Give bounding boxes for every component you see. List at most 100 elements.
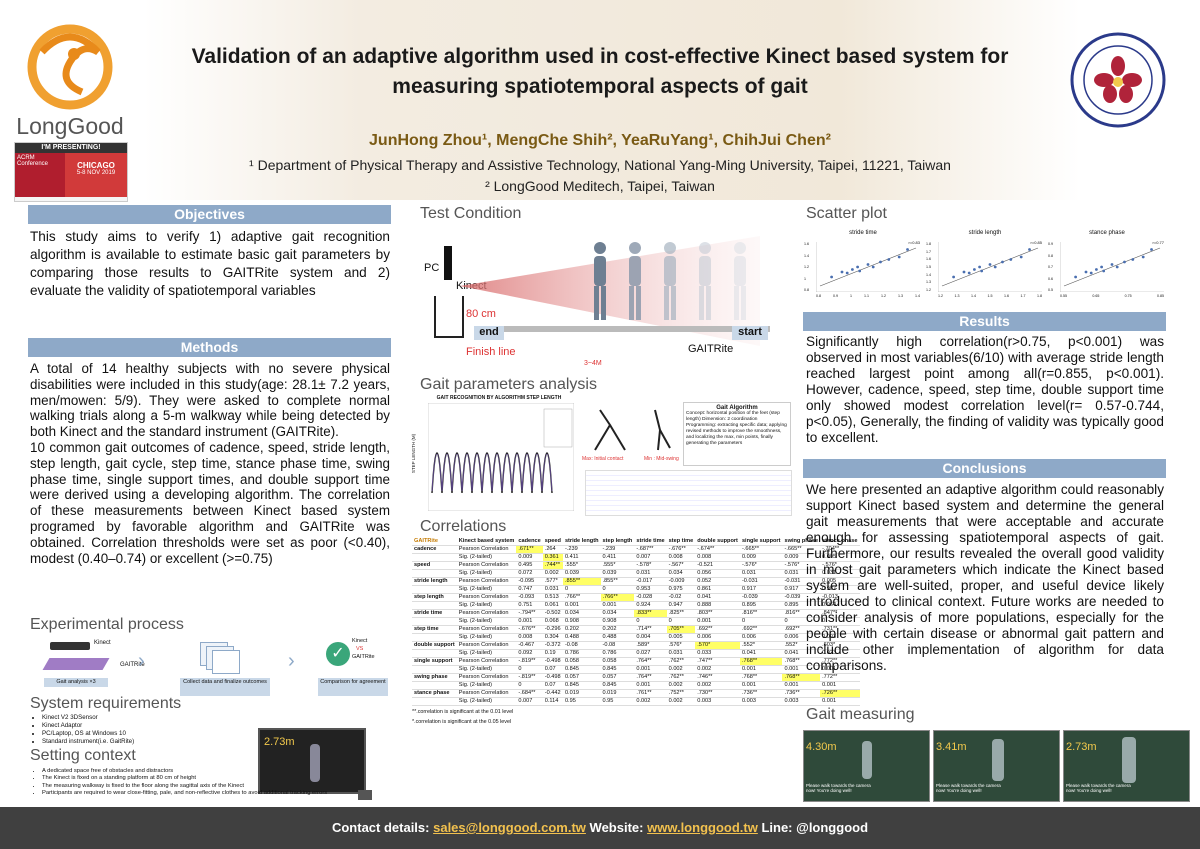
scatter-point (1110, 263, 1114, 266)
table-cell: 0.895 (739, 601, 783, 610)
scatter-point (1019, 255, 1023, 259)
table-note-2: *.correlation is significant at the 0.05… (412, 719, 512, 725)
table-cell: .761** (634, 689, 667, 698)
scatter-point (1089, 271, 1093, 275)
table-cell: 0.001 (739, 681, 783, 690)
table-cell: 0.513 (542, 593, 563, 602)
scatter-point (1028, 248, 1031, 251)
scatter-r: r=0.83 (908, 240, 920, 245)
table-cell: -0.498 (542, 657, 563, 666)
table-cell: .768** (782, 657, 821, 666)
table-cell: .768** (739, 673, 783, 682)
person-icon (310, 744, 320, 782)
table-cell: .705** (666, 625, 696, 634)
row-statistic: Pearson Correlation (456, 561, 517, 570)
scatter-yticks: 1.6 1.4 1.2 1 0.8 (804, 242, 809, 292)
scatter-point (830, 275, 833, 279)
kinect-label: Kinect (94, 640, 111, 646)
algorithm-box-text: Concept: horizontal position of the feet… (686, 411, 787, 446)
table-cell: 0.488 (562, 633, 601, 642)
table-cell: 0.007 (634, 553, 667, 562)
table-cell: -.567* (666, 561, 696, 570)
table-cell: 0.001 (634, 681, 667, 690)
table-cell: 0.041 (782, 649, 821, 658)
table-cell: 0.114 (542, 697, 563, 706)
test-condition-heading: Test Condition (420, 205, 522, 222)
compare-gaitrite-label: GAITRite (352, 654, 375, 660)
scatter-point (1074, 275, 1077, 279)
poster-header (0, 0, 1200, 200)
table-cell: .752** (666, 689, 696, 698)
table-cell: -0.372 (542, 641, 563, 650)
table-cell: 0.07 (542, 665, 563, 674)
row-variable (412, 665, 457, 674)
table-cell: -0.017 (634, 577, 667, 586)
trend-line (819, 247, 917, 287)
website-link[interactable]: www.longgood.tw (647, 820, 758, 835)
row-variable (412, 697, 457, 706)
table-cell: 0.001 (782, 681, 821, 690)
row-statistic: Pearson Correlation (456, 641, 517, 650)
scatter-point (1150, 248, 1153, 251)
university-seal (1068, 30, 1168, 130)
table-cell: .736** (782, 689, 821, 698)
email-link[interactable]: sales@longgood.com.tw (433, 820, 586, 835)
gaitrite-label: GAITRite (688, 343, 734, 355)
table-cell: -.665** (739, 545, 783, 554)
row-statistic: Pearson Correlation (456, 609, 517, 618)
table-cell: 0.202 (600, 625, 635, 634)
x-tick-label: 1.8 (1037, 294, 1042, 298)
table-cell: 0.061 (542, 601, 563, 610)
table-cell: 0.005 (820, 577, 860, 586)
table-cell: .764** (634, 657, 667, 666)
table-cell: 0.845 (562, 681, 601, 690)
x-tick-label: 0.65 (1092, 294, 1100, 298)
y-tick-label: 1.5 (926, 264, 931, 269)
stand-icon (434, 296, 464, 338)
scatter-point (856, 265, 859, 269)
table-row: swing phase Pearson Correlation -.819** -0.… (412, 673, 860, 682)
row-variable (412, 553, 457, 562)
scatter-point (851, 268, 854, 271)
person-icon (992, 739, 1004, 781)
system-list: Kinect V2 3DSensor Kinect Adaptor PC/Lap… (28, 714, 262, 746)
table-cell: 0.987 (820, 585, 860, 594)
table-cell: 0.845 (600, 665, 635, 674)
plot-ylabel: STEP LENGTH (M) (411, 433, 417, 474)
table-cell: -.819** (516, 673, 543, 682)
table-cell: 0.19 (542, 649, 563, 658)
table-cell: .825** (666, 609, 696, 618)
vs-label: VS (356, 646, 364, 652)
table-cell: .772** (820, 657, 860, 666)
gaitrite-mat-icon (42, 658, 110, 670)
x-tick-label: 0.9 (833, 294, 838, 298)
row-statistic: Sig. (2-tailed) (456, 649, 517, 658)
table-cell: 0 (739, 617, 783, 626)
table-cell: 0.361 (542, 553, 563, 562)
table-cell: 0.95 (562, 697, 601, 706)
table-cell: 0.068 (542, 617, 563, 626)
table-cell: 0.072 (516, 569, 543, 578)
table-cell: 0.002 (666, 697, 696, 706)
setting-list: A dedicated space free of obstacles and … (28, 768, 402, 798)
y-tick-label: 0.5 (1048, 288, 1053, 292)
scatter-panel: stride time r=0.83 0.8 0.9 1 1.1 1.2 1.3 1.4 1.6 1… (804, 230, 922, 306)
scatter-canvas (1060, 242, 1164, 292)
x-tick-label: 1.2 (938, 294, 943, 298)
table-row: double support Pearson Correlation -0.467-… (412, 641, 860, 650)
results-heading: Results (803, 312, 1166, 331)
step-gait-analysis: Gait analysis ×3 (44, 678, 108, 687)
scatter-point (1131, 258, 1135, 261)
table-cell: 0.002 (695, 681, 740, 690)
table-row: stride time Pearson Correlation -.794** -0.… (412, 609, 860, 618)
table-cell: 0.008 (516, 633, 543, 642)
table-cell: 0.917 (739, 585, 783, 594)
scatter-panel: stride length r=0.85 1.2 1.3 1.4 1.5 1.6 1.7 1.8… (926, 230, 1044, 306)
table-cell: -0.028 (634, 593, 667, 602)
y-tick-label: 1 (804, 276, 806, 281)
table-cell: 0.039 (562, 569, 601, 578)
table-cell: 0.001 (562, 601, 601, 610)
table-cell: .762** (666, 673, 696, 682)
correlation-table-wrap: GAITRite Kinect based system cadence speed s… (412, 538, 860, 725)
methods-paragraph-1: A total of 14 healthy subjects with no s… (30, 361, 390, 440)
